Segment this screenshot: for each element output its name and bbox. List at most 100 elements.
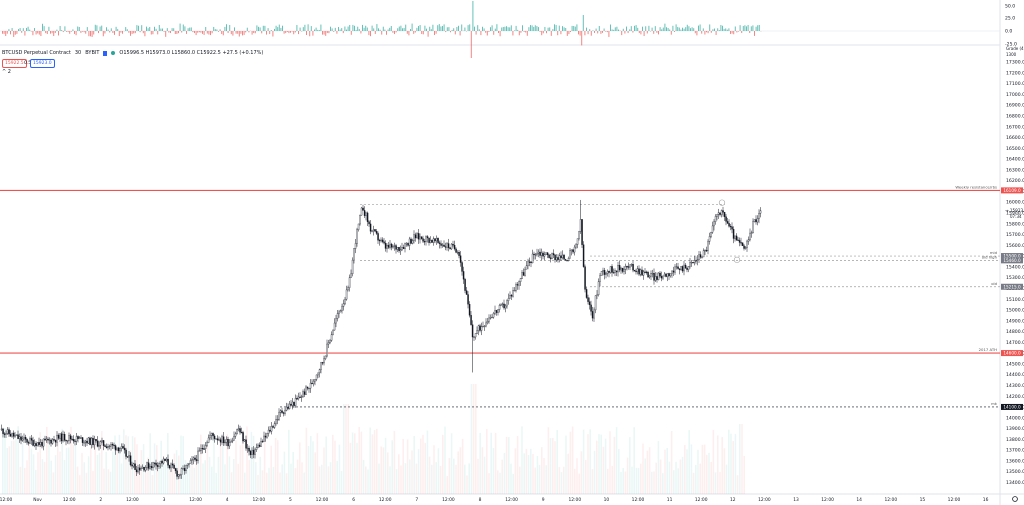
candle-body [405,243,408,245]
candle-body [329,340,331,343]
volume-osc-bar [70,31,72,32]
volume-osc-bar [670,31,672,35]
volume-osc-bar [539,31,541,32]
volume-osc-bar [307,24,309,31]
symbol-name[interactable]: BTCUSD Perpetual Contract [2,50,71,56]
volume-osc-bar [80,31,82,33]
price-axis-tick: 14700.0 [1006,340,1024,346]
settings-gear-icon[interactable] [1012,496,1018,502]
candle-body [284,409,286,414]
volume-bar [563,466,565,494]
candle-body [540,252,543,256]
candle-body [89,437,91,445]
time-axis-tick: 6 [352,497,355,503]
volume-osc-bar [342,31,344,34]
candle-body [740,242,742,244]
volume-bar [206,446,209,494]
candle-body [41,442,43,447]
volume-bar [140,450,143,494]
candle-body [99,441,102,446]
candle-body [468,304,471,316]
volume-osc-bar [166,28,168,31]
volume-osc-bar [680,29,682,31]
volume-osc-bar [323,31,325,35]
candle-body [57,434,60,439]
volume-osc-bar [522,25,523,31]
volume-osc-bar [131,31,133,34]
volume-bar [633,427,635,494]
candle-body [246,447,249,450]
volume-bar [35,469,37,494]
volume-osc-bar [230,31,232,35]
candle-body [617,265,619,273]
candle-body [557,257,559,260]
candle-body [407,243,409,246]
volume-osc-bar [392,31,394,33]
price-axis-tick: 16500.0 [1006,146,1024,152]
volume-bar [257,474,259,494]
volume-osc-bar [360,31,362,34]
buy-button[interactable]: 15923.0 [30,59,55,68]
volume-osc-bar [74,31,75,34]
volume-osc-bar [402,28,403,31]
candle-body [473,336,475,338]
volume-osc-bar [704,31,706,35]
candle-body [333,322,336,331]
volume-osc-bar [581,31,583,46]
volume-osc-bar [741,31,743,34]
time-axis-tick: 12:00 [379,497,392,503]
candle-body [5,433,7,435]
candle-body [332,329,334,335]
volume-osc-bar [715,31,717,35]
volume-bar [459,447,462,494]
interval-label[interactable]: 30 [74,50,82,56]
price-axis-tick: 17100.0 [1006,81,1024,87]
candle-body [387,245,390,248]
candle-body [126,456,129,458]
volume-bar [303,472,305,494]
candle-body [257,444,259,448]
candle-body [222,436,225,443]
volume-bar [252,435,255,494]
spread-value: 0.5 [24,61,32,66]
sell-button[interactable]: 15922.5 [2,59,27,68]
candle-body [701,256,703,258]
volume-osc-bar [306,31,307,35]
volume-osc-bar [118,31,120,37]
candle-body [348,277,351,288]
candle-body [566,260,568,262]
candle-body [680,266,682,270]
volume-osc-bar [106,27,107,31]
volume-osc-bar [502,27,504,31]
level-price-value: 14600.0 [1003,351,1021,356]
volume-osc-bar [320,24,322,31]
volume-osc-bar [755,26,757,31]
candle-body [477,325,480,331]
collapse-indicators-button[interactable]: ^ 2 [2,69,11,75]
volume-bar [189,461,191,494]
volume-osc-bar [170,31,171,34]
volume-osc-bar [381,31,383,35]
volume-osc-bar [171,28,173,31]
volume-bar [237,463,239,494]
candle-body [18,436,21,439]
volume-osc-bar [142,31,144,34]
candle-body [563,254,565,260]
time-axis-tick: 11 [667,497,673,503]
volume-bar [684,445,686,494]
candle-body [525,265,528,270]
candle-body [635,270,637,273]
candle-body [639,269,642,275]
volume-osc-bar [190,27,192,31]
candle-body [734,235,736,239]
volume-osc-bar [750,26,752,31]
volume-osc-bar [213,26,215,31]
volume-bar [123,429,125,494]
volume-osc-bar [675,24,677,31]
candle-body [614,270,616,273]
candle-body [663,273,666,277]
volume-osc-bar [286,31,288,33]
volume-osc-bar [104,31,106,34]
volume-bar [193,467,195,494]
